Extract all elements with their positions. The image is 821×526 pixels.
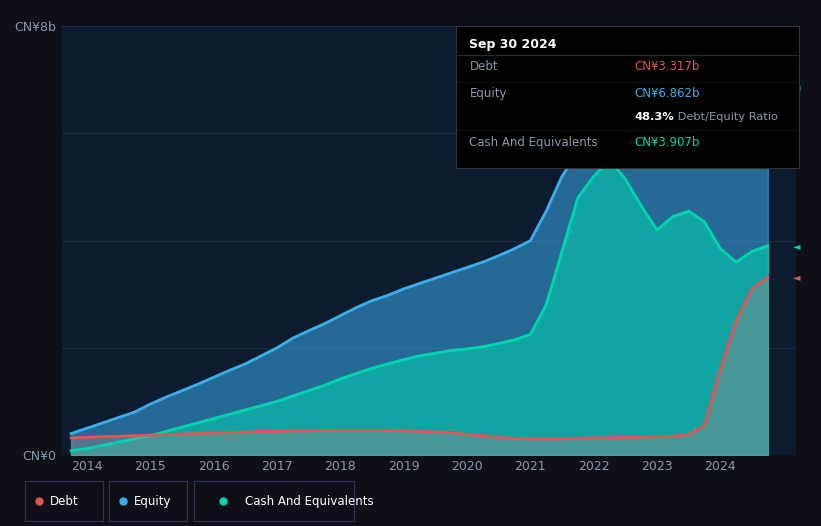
- Text: CN¥6.862b: CN¥6.862b: [634, 87, 699, 100]
- Text: ◄: ◄: [793, 272, 800, 282]
- Text: Cash And Equivalents: Cash And Equivalents: [245, 494, 374, 508]
- Text: Debt: Debt: [49, 494, 78, 508]
- Text: Equity: Equity: [134, 494, 172, 508]
- Text: 48.3%: 48.3%: [634, 112, 674, 122]
- Text: ◄: ◄: [793, 82, 800, 92]
- Text: CN¥3.907b: CN¥3.907b: [634, 136, 699, 149]
- Text: Debt: Debt: [470, 60, 498, 74]
- Text: ◄: ◄: [793, 240, 800, 250]
- Text: Cash And Equivalents: Cash And Equivalents: [470, 136, 598, 149]
- Text: CN¥3.317b: CN¥3.317b: [634, 60, 699, 74]
- Text: Sep 30 2024: Sep 30 2024: [470, 38, 557, 50]
- Text: Debt/Equity Ratio: Debt/Equity Ratio: [673, 112, 777, 122]
- Text: Equity: Equity: [470, 87, 507, 100]
